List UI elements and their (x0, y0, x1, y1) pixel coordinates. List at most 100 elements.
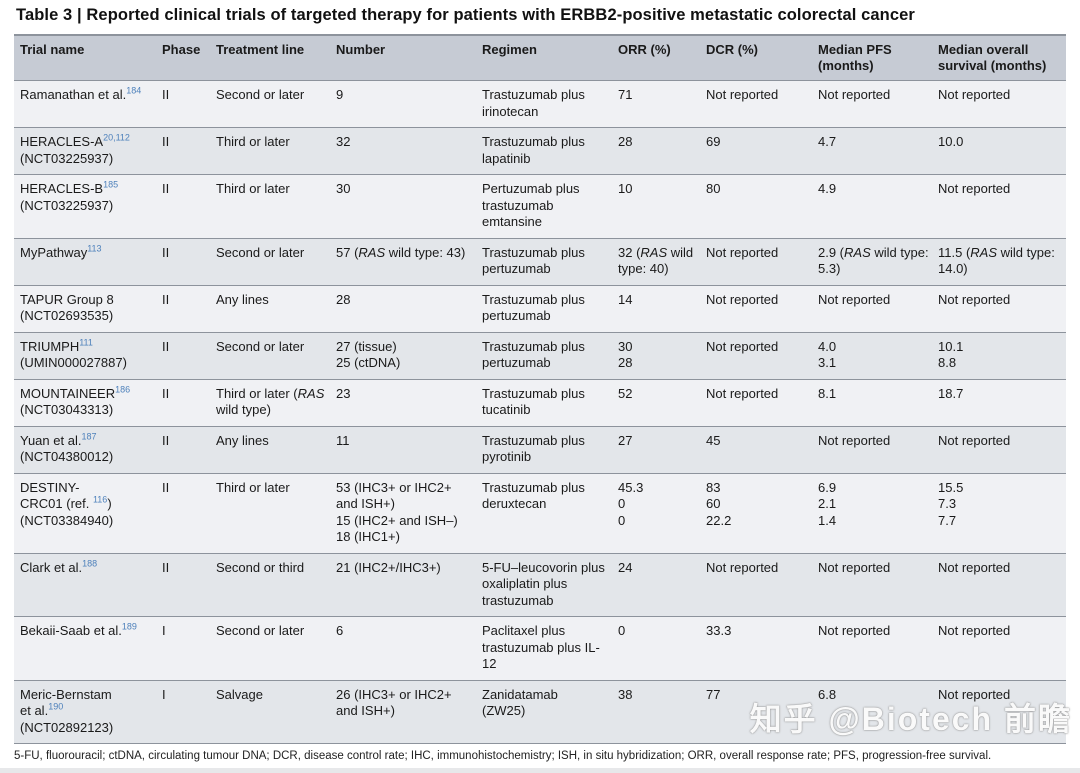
trial-name-text: MyPathway (20, 244, 88, 260)
cell-treatment-line: Third or later (216, 479, 290, 495)
cell-treatment-line: Second or third (216, 559, 305, 575)
trial-name-text: HERACLES-A (20, 134, 104, 149)
cell-median-pfs: Not reported (818, 623, 891, 638)
cell-median-os: 10.0 (938, 134, 964, 149)
reference-superscript-link[interactable]: 113 (87, 243, 102, 254)
table-row: TRIUMPH111 (UMIN000027887) II Second or … (14, 332, 1066, 380)
cell-median-pfs: 6.9 2.1 1.4 (818, 479, 837, 528)
cell-number: 23 (336, 385, 351, 401)
cell-orr: 30 28 (618, 338, 633, 371)
cell-median-os: Not reported (938, 87, 1011, 102)
cell-number: 26 (IHC3+ or IHC2+ and ISH+) (336, 686, 452, 719)
trial-registry-id: (NCT04380012) (20, 449, 114, 464)
reference-superscript-link[interactable]: 184 (126, 85, 142, 96)
cell-regimen: Zanidatamab (ZW25) (482, 686, 558, 719)
table-row: Ramanathan et al.184 II Second or later … (14, 81, 1066, 128)
cell-regimen: Trastuzumab plus pertuzumab (482, 338, 585, 371)
cell-orr: 38 (618, 686, 633, 702)
cell-dcr: Not reported (706, 338, 779, 354)
trial-name-text: Meric-Bernstam et al. (20, 686, 112, 719)
cell-regimen: Trastuzumab plus pertuzumab (482, 244, 585, 277)
cell-orr: 71 (618, 87, 633, 102)
cell-phase: I (162, 686, 166, 702)
trial-name-text: DESTINY- CRC01 (ref. (20, 479, 90, 512)
trial-name-text: Ramanathan et al. (20, 87, 127, 102)
column-header-median-pfs: Median PFS (months) (818, 42, 892, 73)
column-header-phase: Phase (162, 42, 201, 57)
cell-dcr: 69 (706, 134, 721, 149)
column-header-number: Number (336, 42, 386, 57)
reference-superscript-link[interactable]: 189 (121, 621, 137, 632)
cell-treatment-line: Second or later (216, 338, 305, 354)
cell-phase: II (162, 432, 170, 448)
table-row: HERACLES-A20,112 (NCT03225937) II Third … (14, 128, 1066, 175)
cell-dcr: 83 60 22.2 (706, 479, 732, 528)
cell-dcr: Not reported (706, 87, 779, 102)
cell-trial-name: Bekaii-Saab et al.189 (20, 617, 162, 680)
cell-regimen: Trastuzumab plus irinotecan (482, 87, 585, 119)
trial-name-text: TRIUMPH (20, 338, 80, 354)
reference-superscript-link[interactable]: 188 (82, 558, 98, 569)
table-row: Clark et al.188 II Second or third 21 (I… (14, 553, 1066, 617)
cell-orr: 27 (618, 432, 633, 448)
reference-superscript-link[interactable]: 111 (79, 337, 93, 348)
reference-superscript-link[interactable]: 185 (103, 179, 119, 190)
cell-dcr: 33.3 (706, 623, 732, 638)
cell-median-os: Not reported (938, 291, 1011, 307)
cell-median-pfs: Not reported (818, 559, 891, 575)
cell-number: 27 (tissue) 25 (ctDNA) (336, 338, 401, 371)
trial-name-text: Clark et al. (20, 559, 83, 575)
bottom-strip (0, 768, 1080, 773)
trial-name-text: Bekaii-Saab et al. (20, 623, 122, 638)
table-row: MyPathway113 II Second or later 57 (RAS … (14, 238, 1066, 286)
reference-superscript-link[interactable]: 116 (92, 494, 108, 505)
cell-median-pfs: 4.0 3.1 (818, 338, 837, 371)
cell-trial-name: Meric-Bernstam et al.190 (NCT02892123) (20, 681, 162, 744)
column-header-treatment-line: Treatment line (216, 42, 305, 57)
table-header-row: Trial name Phase Treatment line Number R… (14, 36, 1066, 81)
cell-phase: I (162, 623, 166, 638)
cell-trial-name: MyPathway113 (20, 239, 162, 285)
cell-median-os: 18.7 (938, 385, 964, 401)
table-row: MOUNTAINEER186 (NCT03043313) II Third or… (14, 379, 1066, 427)
table-row: TAPUR Group 8 (NCT02693535) II Any lines… (14, 285, 1066, 333)
table-body: Ramanathan et al.184 II Second or later … (14, 81, 1066, 744)
reference-superscript-link[interactable]: 190 (48, 701, 64, 712)
cell-phase: II (162, 87, 170, 102)
trial-registry-id: (NCT03225937) (20, 150, 114, 166)
cell-number: 11 (336, 432, 350, 448)
cell-regimen: 5-FU–leucovorin plus oxaliplatin plus tr… (482, 559, 605, 608)
reference-superscript-link[interactable]: 186 (115, 384, 131, 395)
cell-phase: II (162, 291, 170, 307)
column-header-trial-name: Trial name (20, 42, 85, 57)
cell-dcr: Not reported (706, 244, 779, 260)
cell-median-os: 10.1 8.8 (938, 338, 964, 371)
cell-number: 28 (336, 291, 351, 307)
cell-phase: II (162, 134, 170, 149)
cell-orr: 32 (RAS wild type: 40) (618, 244, 694, 277)
reference-superscript-link[interactable]: 20,112 (103, 132, 130, 143)
trial-registry-id: (NCT03043313) (20, 402, 114, 417)
footnote: 5-FU, fluorouracil; ctDNA, circulating t… (14, 750, 992, 762)
table-row: DESTINY- CRC01 (ref. 116) (NCT03384940) … (14, 473, 1066, 554)
cell-treatment-line: Any lines (216, 432, 269, 448)
cell-regimen: Paclitaxel plus trastuzumab plus IL-12 (482, 623, 600, 671)
cell-median-pfs: Not reported (818, 87, 891, 102)
trial-registry-id: (UMIN000027887) (20, 355, 127, 370)
cell-treatment-line: Salvage (216, 686, 263, 702)
cell-median-os: Not reported (938, 686, 1011, 702)
cell-treatment-line: Second or later (216, 623, 305, 638)
cell-median-os: 11.5 (RAS wild type: 14.0) (938, 244, 1055, 277)
column-header-orr: ORR (%) (618, 42, 671, 57)
cell-orr: 24 (618, 559, 633, 575)
reference-superscript-link[interactable]: 187 (81, 431, 97, 442)
cell-number: 9 (336, 87, 344, 102)
cell-treatment-line: Any lines (216, 291, 269, 307)
cell-median-pfs: 2.9 (RAS wild type: 5.3) (818, 244, 929, 277)
cell-dcr: Not reported (706, 559, 779, 575)
column-header-regimen: Regimen (482, 42, 537, 57)
cell-regimen: Trastuzumab plus pyrotinib (482, 432, 585, 465)
cell-median-pfs: Not reported (818, 291, 891, 307)
cell-orr: 14 (618, 291, 633, 307)
